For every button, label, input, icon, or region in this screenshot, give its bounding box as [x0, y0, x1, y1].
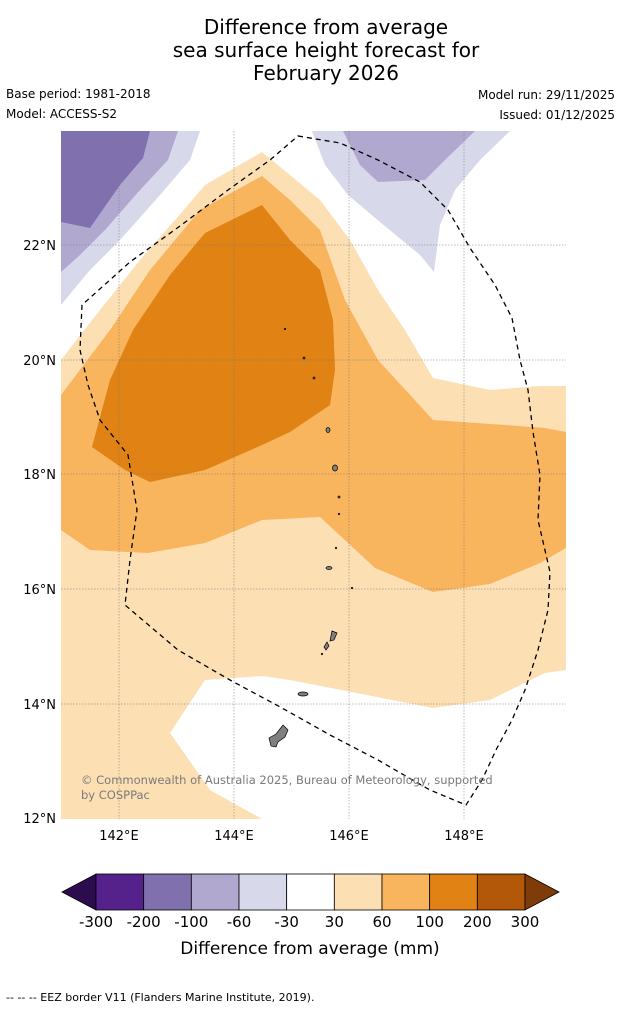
colorbar-label: Difference from average (mm) — [180, 939, 439, 959]
colorbar-extend-high — [524, 873, 560, 911]
base-period-label: Base period: 1981-2018 — [6, 87, 151, 101]
colorbar-tick-label: -300 — [79, 913, 113, 931]
lat-label-16n: 16°N — [23, 583, 56, 598]
title-line-1: Difference from average — [203, 15, 449, 39]
contour-100-200 — [92, 205, 335, 482]
colorbar-tick-label: -200 — [127, 913, 161, 931]
copyright-line-2: by COSPPac — [81, 788, 150, 802]
island-rota — [297, 691, 309, 697]
latitude-labels: 22°N 20°N 18°N 16°N 14°N 12°N — [23, 239, 56, 827]
island-asuncion — [337, 495, 341, 499]
longitude-labels: 142°E 144°E 146°E 148°E — [99, 829, 484, 844]
colorbar-segment — [95, 873, 145, 911]
island-islet-1 — [283, 327, 287, 331]
lat-label-12n: 12°N — [23, 812, 56, 827]
colorbar-tick-label: 300 — [511, 913, 540, 931]
lat-label-14n: 14°N — [23, 698, 56, 713]
lat-label-22n: 22°N — [23, 239, 56, 254]
colorbar-tick-label: -60 — [227, 913, 252, 931]
island-tinian-saipan — [323, 630, 338, 651]
lon-label-146e: 146°E — [329, 829, 369, 844]
contour-neg-60-100-ne — [343, 131, 475, 182]
island-uracas — [302, 356, 306, 360]
model-run-label: Model run: 29/11/2025 — [477, 88, 615, 102]
map-contours — [61, 131, 566, 819]
eez-border — [79, 135, 551, 806]
lat-label-20n: 20°N — [23, 354, 56, 369]
lon-label-144e: 144°E — [214, 829, 254, 844]
colorbar-segment — [333, 873, 383, 911]
island-pagan — [332, 464, 338, 472]
lon-label-148e: 148°E — [444, 829, 484, 844]
island-islet-4 — [350, 586, 354, 590]
island-agrihan — [325, 427, 331, 433]
colorbar-tick-label: -30 — [274, 913, 299, 931]
lat-label-18n: 18°N — [23, 468, 56, 483]
colorbar-tick-label: -100 — [174, 913, 208, 931]
colorbar-segment — [429, 873, 478, 911]
colorbar-extend-low — [61, 873, 97, 911]
island-islet-5 — [320, 652, 324, 656]
islands — [268, 327, 354, 748]
colorbar-segment — [238, 873, 288, 911]
island-anatahan — [325, 566, 333, 570]
colorbar-tick-label: 30 — [325, 913, 344, 931]
gridlines — [61, 131, 566, 819]
chart-title: Difference from average sea surface heig… — [0, 16, 621, 85]
colorbar-segment — [286, 873, 335, 911]
title-line-3: February 2026 — [253, 61, 399, 85]
colorbar-tick-label: 200 — [463, 913, 492, 931]
colorbar-segment — [143, 873, 192, 911]
colorbar-segment — [476, 873, 526, 911]
colorbar — [61, 873, 560, 911]
lon-label-142e: 142°E — [99, 829, 139, 844]
copyright-text: © Commonwealth of Australia 2025, Bureau… — [81, 773, 496, 802]
colorbar-tick-label: 60 — [372, 913, 391, 931]
copyright-line-1: © Commonwealth of Australia 2025, Bureau… — [81, 773, 493, 787]
island-guam — [268, 724, 289, 748]
colorbar-segment — [190, 873, 240, 911]
island-maug — [312, 376, 316, 380]
colorbar-tick-label: 100 — [415, 913, 444, 931]
eez-legend: -- -- -- EEZ border V11 (Flanders Marine… — [6, 991, 315, 1004]
model-label: Model: ACCESS-S2 — [6, 107, 118, 121]
title-line-2: sea surface height forecast for — [172, 38, 480, 62]
island-islet-2 — [337, 512, 341, 516]
issued-label: Issued: 01/12/2025 — [499, 108, 615, 122]
colorbar-segment — [381, 873, 431, 911]
colorbar-ticks: -300 -200 -100 -60 -30 30 60 100 200 300 — [79, 913, 539, 931]
island-islet-3 — [334, 546, 338, 550]
contour-neg-100-200-nw — [61, 131, 150, 228]
